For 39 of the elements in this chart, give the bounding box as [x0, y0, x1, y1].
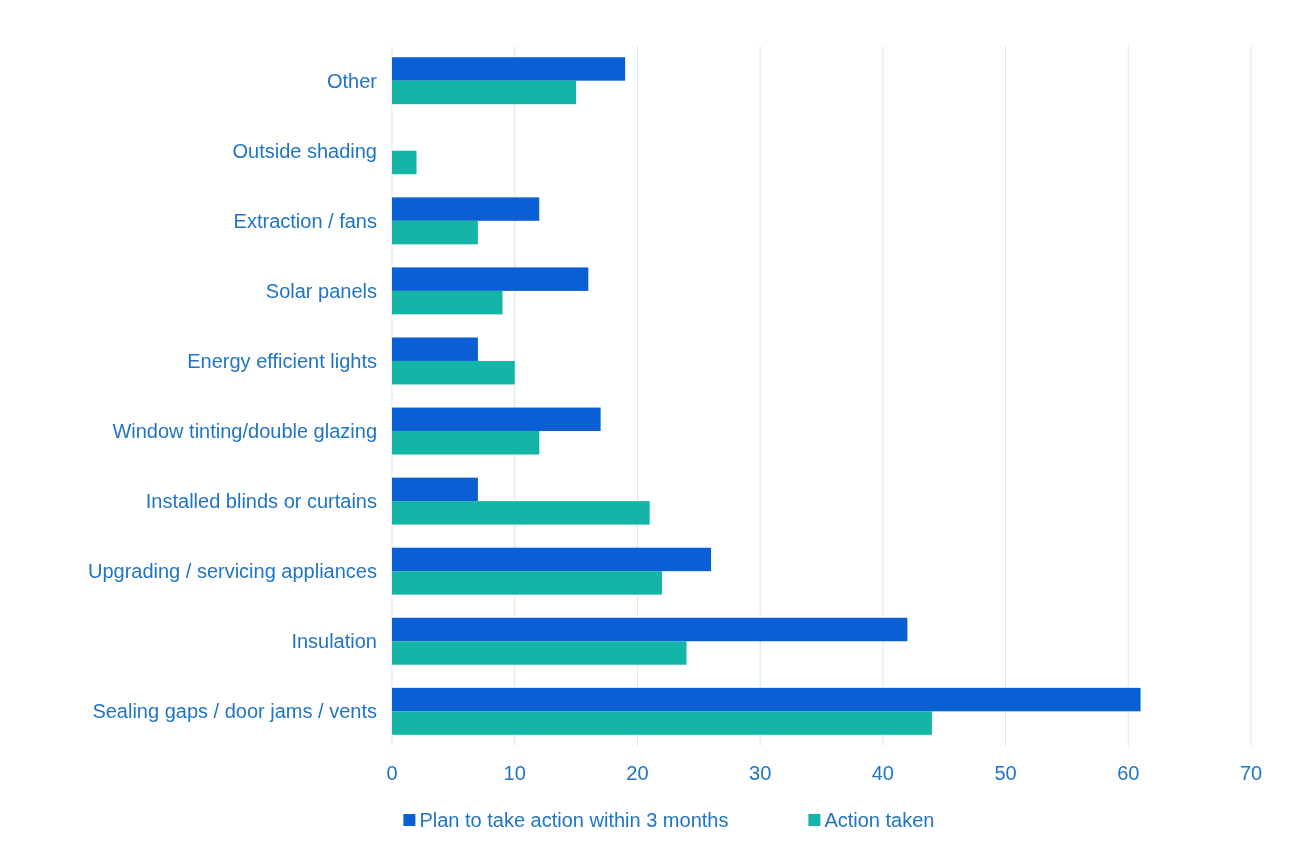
bar	[392, 80, 577, 105]
x-tick-label: 20	[626, 762, 649, 784]
x-tick-label: 10	[503, 762, 526, 784]
bar	[392, 197, 540, 221]
bar	[392, 571, 662, 595]
y-tick-label: Energy efficient lights	[187, 349, 377, 372]
x-tick-label: 0	[386, 762, 398, 784]
bar	[392, 501, 650, 525]
y-tick-label: Extraction / fans	[233, 209, 377, 232]
y-tick-label: Sealing gaps / door jams / vents	[92, 700, 377, 723]
bar	[392, 547, 712, 572]
bar	[392, 617, 908, 642]
x-tick-label: 60	[1117, 762, 1140, 784]
bar	[392, 711, 932, 735]
y-tick-label: Solar panels	[265, 279, 377, 302]
bar	[392, 407, 601, 432]
x-tick-label: 30	[749, 762, 772, 784]
bar	[392, 267, 589, 291]
legend-label: Plan to take action within 3 months	[419, 809, 729, 831]
y-tick-label: Insulation	[291, 630, 377, 653]
bar	[392, 150, 417, 175]
x-tick-label: 40	[871, 762, 894, 784]
bar	[392, 687, 1141, 712]
y-tick-label: Upgrading / servicing appliances	[87, 560, 377, 583]
legend-label: Action taken	[824, 809, 935, 831]
y-tick-label: Outside shading	[232, 139, 377, 162]
bar	[392, 360, 515, 385]
bar	[392, 220, 478, 245]
y-tick-label: Window tinting/double glazing	[112, 420, 377, 443]
bar	[392, 641, 687, 665]
y-tick-label: Installed blinds or curtains	[145, 490, 377, 513]
bar	[392, 477, 478, 502]
bar	[392, 431, 540, 455]
x-tick-label: 70	[1239, 762, 1263, 784]
y-tick-label: Other	[326, 69, 378, 92]
bar	[392, 57, 626, 81]
bar	[392, 337, 478, 361]
x-tick-label: 50	[994, 762, 1017, 784]
bar	[392, 290, 503, 315]
